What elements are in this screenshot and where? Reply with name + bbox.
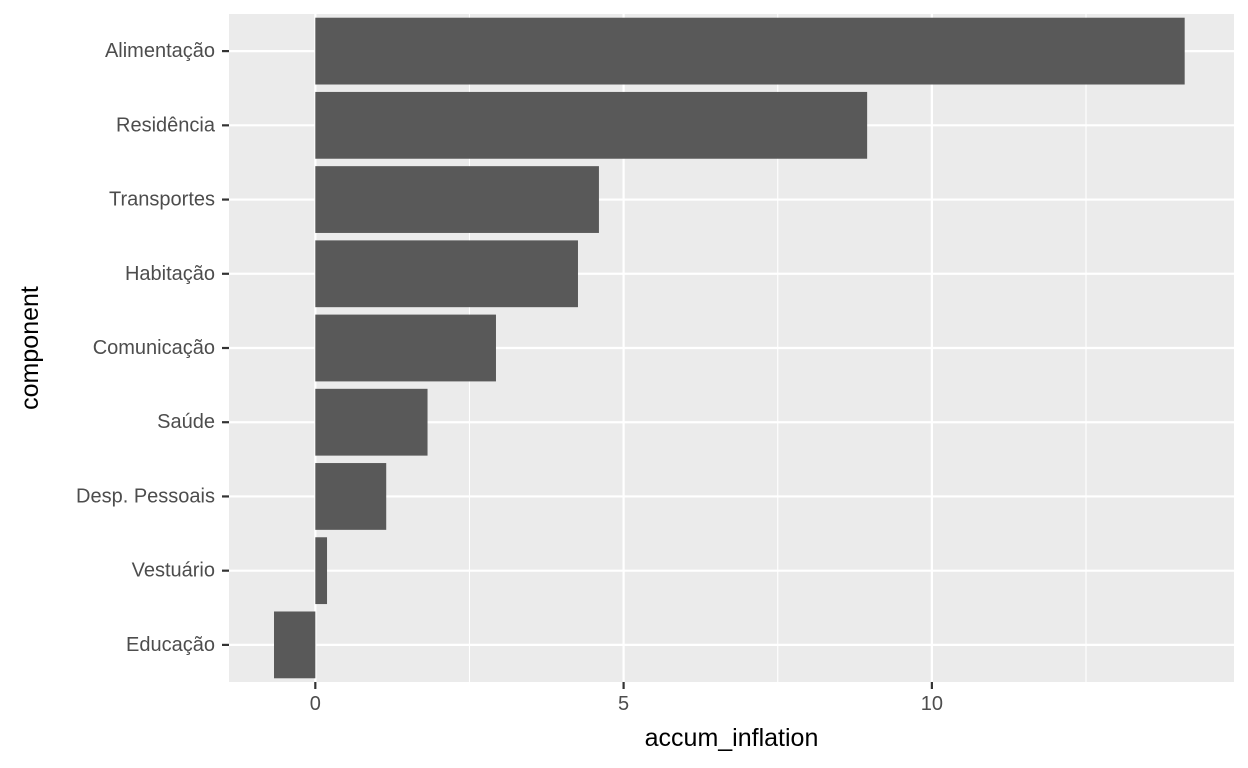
y-axis-title: component	[16, 286, 44, 410]
bar	[315, 388, 428, 456]
bar	[315, 537, 328, 605]
x-tick-label: 10	[921, 693, 943, 715]
x-tick-label: 5	[618, 693, 629, 715]
y-tick-label: Vestuário	[132, 560, 215, 582]
y-tick-label: Residência	[116, 114, 216, 136]
bar	[274, 611, 316, 679]
y-tick-label: Desp. Pessoais	[76, 485, 215, 507]
bar	[315, 91, 868, 159]
bars	[274, 17, 1185, 679]
x-axis: 0 5 10	[310, 682, 943, 715]
y-tick-label: Transportes	[109, 189, 215, 211]
y-tick-label: Comunicação	[93, 337, 215, 359]
bar	[315, 240, 578, 308]
bar	[315, 463, 387, 530]
bar	[315, 314, 496, 382]
y-tick-label: Educação	[126, 634, 215, 656]
y-tick-label: Saúde	[157, 411, 215, 433]
y-axis: Alimentação Residência Transportes Habitaçã…	[76, 40, 229, 656]
x-axis-title: accum_inflation	[645, 724, 819, 752]
y-tick-label: Alimentação	[105, 40, 215, 62]
bar	[315, 166, 599, 233]
y-tick-label: Habitação	[125, 263, 215, 285]
x-tick-label: 0	[310, 693, 321, 715]
bar	[315, 17, 1185, 85]
